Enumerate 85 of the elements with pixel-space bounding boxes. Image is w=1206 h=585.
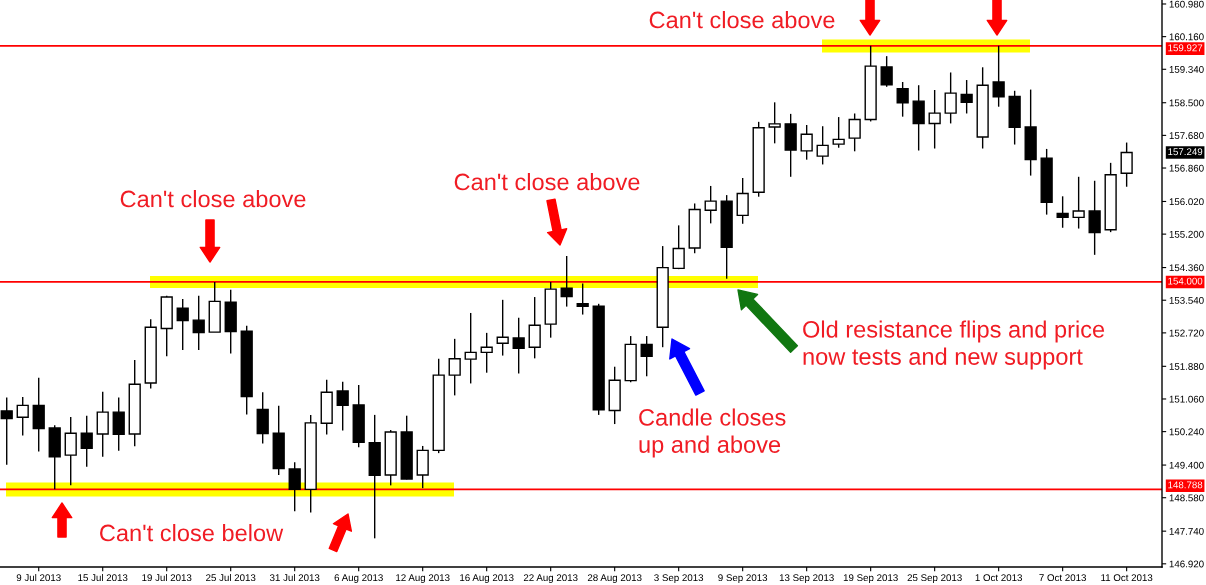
candlestick <box>880 55 893 88</box>
candlestick <box>928 89 941 150</box>
candlestick <box>736 177 749 225</box>
annotation: Can't close above <box>649 11 835 29</box>
x-tick-label: 11 Oct 2013 <box>1101 574 1153 582</box>
annotation: Candle closes up and above <box>639 408 786 458</box>
x-tick-label: 28 Aug 2013 <box>587 574 642 584</box>
y-tick-label: 159.340 <box>1169 66 1204 73</box>
x-tick-label: 22 Aug 2013 <box>523 574 578 584</box>
candlestick <box>64 416 77 487</box>
y-tick-label: 156.020 <box>1169 198 1204 206</box>
candlestick <box>896 81 909 118</box>
x-tick-label: 25 Jul 2013 <box>206 573 256 582</box>
candlestick <box>112 396 125 452</box>
x-tick-label: 25 Sep 2013 <box>907 574 962 584</box>
x-tick-label: 9 Jul 2013 <box>16 573 61 582</box>
candlestick <box>800 124 813 161</box>
x-tick-label: 3 Sep 2013 <box>654 574 704 584</box>
x-tick-label: 7 Oct 2013 <box>1039 574 1086 582</box>
ref-line-label: 154.000 <box>1168 277 1203 285</box>
candlestick <box>576 282 589 316</box>
y-tick-label: 151.060 <box>1169 395 1204 403</box>
ref-line-label: 148.788 <box>1168 481 1203 489</box>
candlestick <box>496 299 509 357</box>
y-tick-label: 147.740 <box>1169 527 1204 535</box>
candlestick <box>912 84 925 152</box>
candlestick <box>1088 180 1101 256</box>
candlestick <box>1056 195 1069 229</box>
x-tick-label: 31 Jul 2013 <box>269 573 320 582</box>
x-tick-label: 6 Aug 2013 <box>334 574 383 584</box>
annotation: Can't close below <box>100 523 284 542</box>
ref-line-label: 159.927 <box>1168 44 1203 52</box>
y-tick-label: 156.860 <box>1169 164 1204 172</box>
candlestick <box>336 381 349 432</box>
y-tick-label: 157.680 <box>1169 132 1204 139</box>
candlestick <box>288 461 301 512</box>
candlestick <box>80 414 93 468</box>
y-tick-label: 150.240 <box>1169 428 1204 436</box>
candlestick <box>192 295 205 351</box>
y-tick-label: 151.880 <box>1169 363 1204 370</box>
candlestick <box>704 185 717 225</box>
text: 157.249 <box>1168 148 1203 156</box>
candlestick <box>560 255 573 308</box>
y-tick-label: 149.400 <box>1169 461 1204 469</box>
candlestick <box>672 224 685 270</box>
y-tick-label: 152.720 <box>1169 329 1204 337</box>
candlestick <box>944 71 957 125</box>
y-tick-label: 146.920 <box>1169 560 1204 568</box>
x-tick-label: 1 Oct 2013 <box>975 574 1023 582</box>
candlestick <box>448 338 461 397</box>
candlestick <box>992 45 1005 108</box>
candlestick <box>96 391 109 458</box>
y-tick-label: 160.980 <box>1169 0 1204 8</box>
candlestick <box>832 116 845 149</box>
y-tick-label: 160.160 <box>1169 33 1204 41</box>
y-tick-label: 154.360 <box>1169 264 1204 272</box>
candlestick <box>0 396 13 466</box>
x-tick-label: 9 Sep 2013 <box>718 574 768 584</box>
y-tick-label: 155.200 <box>1169 230 1204 238</box>
candlestick <box>1072 176 1085 230</box>
candlestick <box>1120 141 1133 188</box>
candlestick <box>848 112 861 153</box>
annotation: Can't close above <box>454 173 640 191</box>
candlestick <box>176 298 189 351</box>
candlestick <box>16 396 29 437</box>
candlestick <box>512 317 525 375</box>
candlestick <box>960 79 973 115</box>
candlestick <box>816 125 829 166</box>
y-tick-label: 158.500 <box>1169 99 1204 107</box>
y-tick-label: 153.540 <box>1169 296 1204 304</box>
annotation: Old resistance flips and price now tests and new support <box>803 320 1105 370</box>
x-tick-label: 19 Sep 2013 <box>843 574 898 584</box>
x-tick-label: 15 Jul 2013 <box>78 573 128 582</box>
candlestick <box>464 312 477 385</box>
candlestick <box>528 296 541 360</box>
annotation: Can't close above <box>120 189 306 208</box>
x-tick-label: 16 Aug 2013 <box>460 574 514 584</box>
candlestick <box>32 377 45 453</box>
x-tick-label: 13 Sep 2013 <box>779 574 834 584</box>
candlestick <box>480 332 493 374</box>
x-tick-label: 19 Jul 2013 <box>142 573 192 582</box>
candlestick <box>768 101 781 145</box>
y-tick-label: 148.580 <box>1169 494 1204 502</box>
x-tick-label: 12 Aug 2013 <box>396 574 450 584</box>
candlestick <box>640 335 653 377</box>
